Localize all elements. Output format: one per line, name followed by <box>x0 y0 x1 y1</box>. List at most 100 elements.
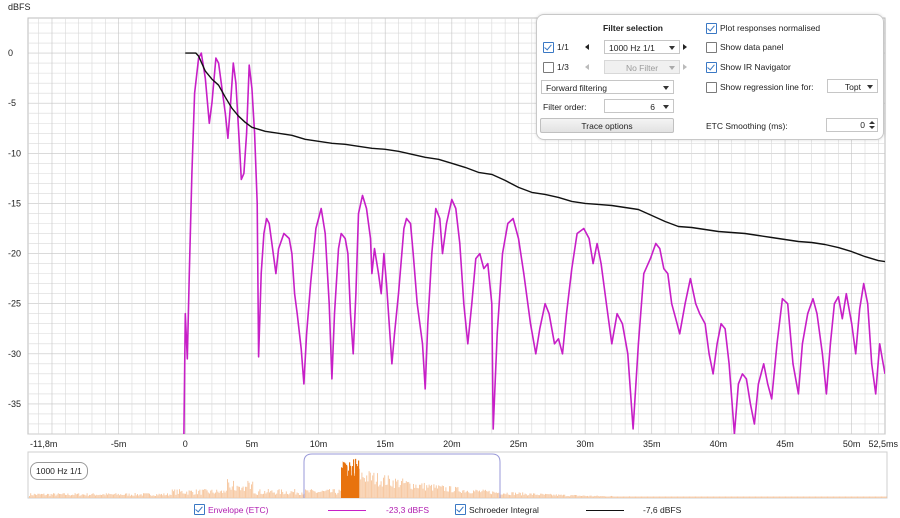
navigator-bar <box>570 495 572 498</box>
envelope-legend-label: Envelope (ETC) <box>208 505 269 515</box>
navigator-bar <box>685 496 687 498</box>
schroeder-checkbox[interactable] <box>455 504 466 515</box>
show-ir-navigator-checkbox[interactable] <box>706 62 717 73</box>
navigator-selected-bar <box>341 467 343 498</box>
navigator-bar <box>61 494 63 498</box>
navigator-bar <box>389 478 390 498</box>
navigator-bar <box>501 494 503 498</box>
navigator-bar <box>779 496 780 498</box>
navigator-bar <box>449 486 450 498</box>
navigator-bar <box>577 496 579 498</box>
navigator-bar <box>791 496 792 498</box>
show-data-panel-checkbox[interactable] <box>706 42 717 53</box>
y-tick-label: -10 <box>8 148 21 158</box>
navigator-bar <box>528 495 530 498</box>
navigator-bar <box>295 494 297 498</box>
navigator-bar <box>799 496 801 498</box>
navigator-bar <box>567 496 569 498</box>
navigator-bar <box>164 495 166 498</box>
navigator-bar <box>434 487 436 498</box>
navigator-bar <box>287 493 288 498</box>
navigator-bar <box>504 493 506 498</box>
navigator-bar <box>302 494 304 498</box>
navigator-bar <box>109 494 111 498</box>
navigator-bar <box>290 491 292 498</box>
navigator-bar <box>624 496 626 498</box>
navigator-bar <box>480 492 482 498</box>
navigator-bar <box>236 485 238 498</box>
filtering-mode-select[interactable]: Forward filtering <box>541 80 674 94</box>
navigator-bar <box>709 496 711 498</box>
navigator-bar <box>729 496 731 498</box>
navigator-bar <box>105 493 107 498</box>
navigator-bar <box>473 490 474 498</box>
octave-1-1-label: 1/1 <box>557 42 569 52</box>
navigator-bar <box>557 495 558 498</box>
navigator-bar <box>830 496 832 498</box>
navigator-bar <box>680 496 682 498</box>
trace-options-button[interactable]: Trace options <box>540 118 674 133</box>
navigator-bar <box>547 494 549 498</box>
navigator-bar <box>474 491 476 498</box>
schroeder-series-line <box>185 52 885 263</box>
navigator-bar <box>540 493 542 498</box>
navigator-bar <box>506 492 508 498</box>
navigator-bar <box>422 488 424 498</box>
navigator-bar <box>65 494 66 498</box>
navigator-bar <box>359 468 360 498</box>
navigator-bar <box>677 496 678 498</box>
navigator-bar <box>103 494 105 498</box>
octave-1-3-select: No Filter <box>604 60 680 74</box>
prev-filter-icon[interactable] <box>585 44 589 50</box>
navigator-bar <box>362 477 364 498</box>
navigator-bar <box>204 489 206 498</box>
navigator-bar <box>174 489 176 498</box>
navigator-bar <box>789 496 791 498</box>
octave-1-1-checkbox[interactable] <box>543 42 554 53</box>
navigator-bar <box>876 496 878 498</box>
navigator-bar <box>493 491 495 498</box>
envelope-legend-value: -23,3 dBFS <box>386 505 429 515</box>
navigator-bar <box>150 495 152 498</box>
navigator-bar <box>525 494 527 498</box>
filter-order-select[interactable]: 6 <box>604 99 674 113</box>
octave-1-3-checkbox[interactable] <box>543 62 554 73</box>
navigator-bar <box>457 487 459 498</box>
navigator-bar <box>187 494 189 498</box>
navigator-bar <box>437 488 438 498</box>
navigator-bar <box>599 496 600 498</box>
navigator-bar <box>780 496 782 498</box>
schroeder-legend-label: Schroeder Integral <box>469 505 539 515</box>
plot-normalised-checkbox[interactable] <box>706 23 717 34</box>
navigator-bar <box>371 480 372 498</box>
envelope-checkbox[interactable] <box>194 504 205 515</box>
navigator-bar <box>79 495 81 498</box>
navigator-bar <box>788 496 790 498</box>
etc-smoothing-spinner[interactable]: 0 <box>826 118 878 132</box>
navigator-bar <box>39 494 41 498</box>
navigator-bar <box>248 482 250 498</box>
navigator-bar <box>320 491 322 498</box>
navigator-bar <box>325 490 327 498</box>
show-regression-checkbox[interactable] <box>706 82 717 93</box>
next-filter-icon[interactable] <box>683 44 687 50</box>
octave-1-1-select[interactable]: 1000 Hz 1/1 <box>604 40 680 54</box>
navigator-bar <box>666 496 668 498</box>
navigator-bar <box>807 496 809 498</box>
navigator-bar <box>711 496 713 498</box>
navigator-bar <box>617 496 618 498</box>
navigator-bar <box>459 491 461 498</box>
navigator-bar <box>620 496 622 498</box>
ir-navigator[interactable] <box>27 451 888 499</box>
navigator-bar <box>446 491 448 498</box>
navigator-bar <box>559 494 561 498</box>
regression-target-select[interactable]: Topt <box>827 79 878 93</box>
navigator-bar <box>86 493 88 498</box>
navigator-bar <box>787 496 789 498</box>
navigator-bar <box>269 492 270 498</box>
navigator-bar <box>757 496 759 498</box>
navigator-bar <box>821 496 822 498</box>
navigator-bar <box>851 496 852 498</box>
navigator-selected-bar <box>344 462 346 498</box>
navigator-bar <box>188 490 190 498</box>
